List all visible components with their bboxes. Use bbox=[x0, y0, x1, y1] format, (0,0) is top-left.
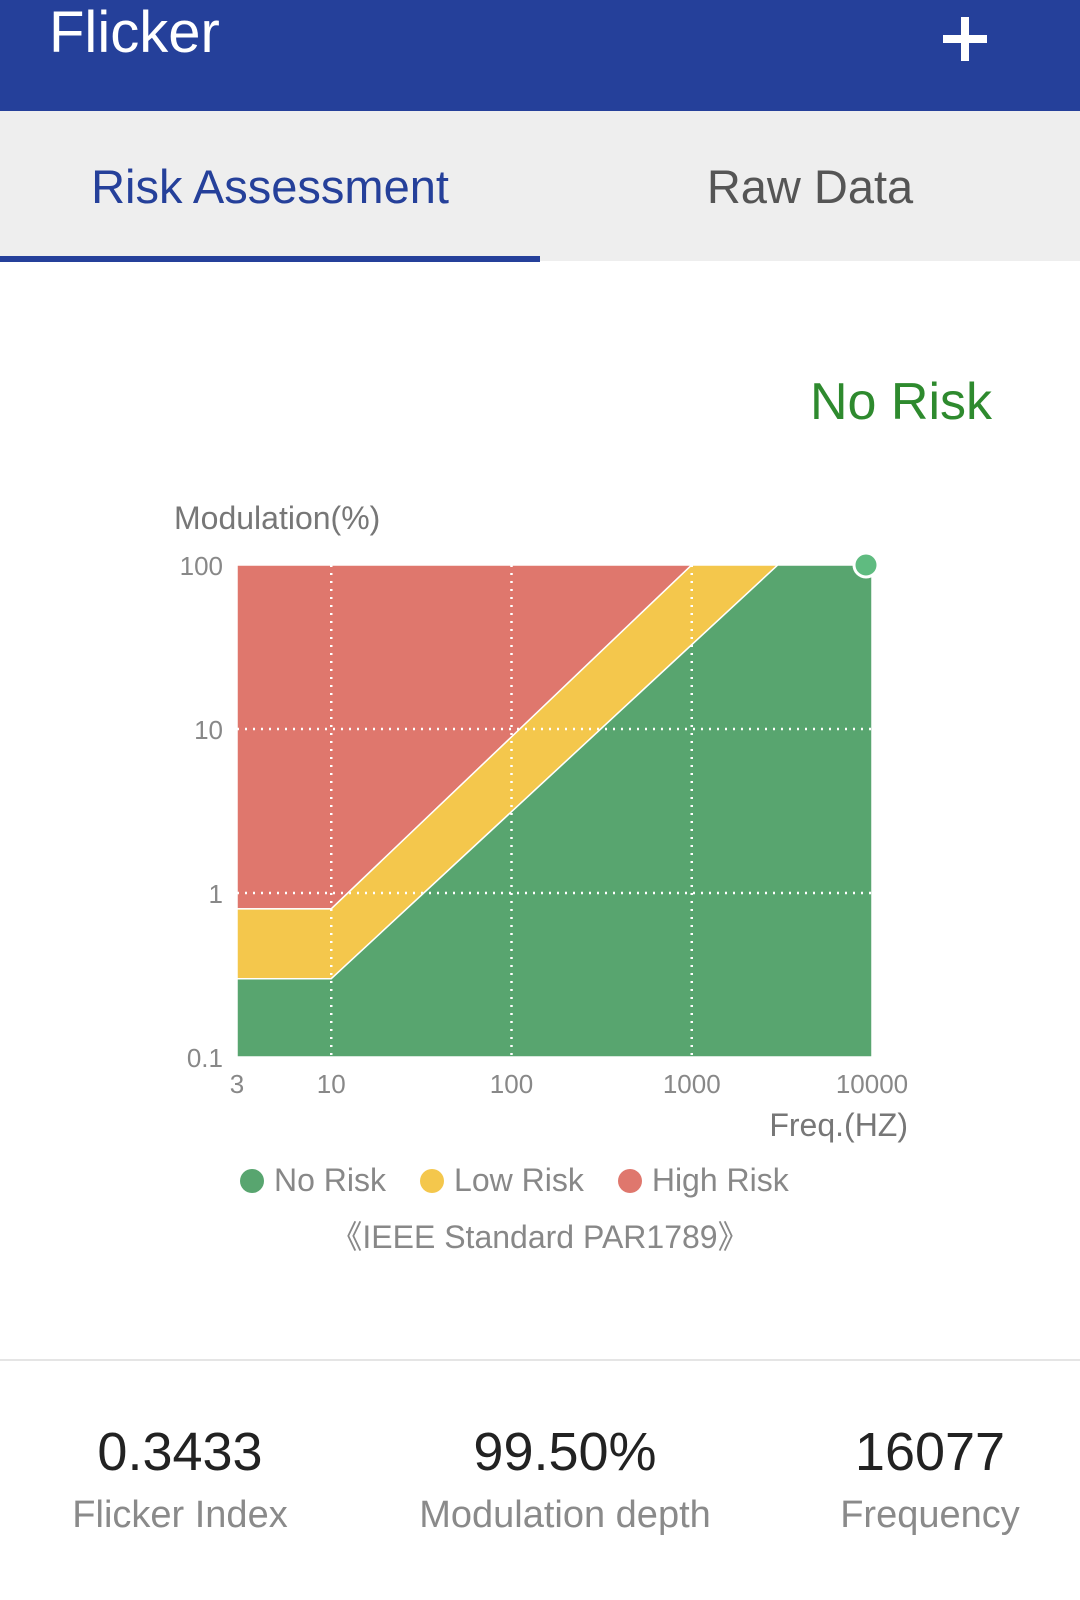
divider bbox=[0, 1359, 1080, 1361]
metric-value: 99.50% bbox=[473, 1422, 657, 1482]
metric-label: Flicker Index bbox=[72, 1494, 288, 1536]
y-axis-label: Modulation(%) bbox=[174, 500, 381, 536]
x-tick-label: 10000 bbox=[836, 1069, 908, 1099]
metric-modulation-depth: 99.50% Modulation depth bbox=[395, 1420, 735, 1537]
flicker-risk-chart: 3 10 100 1000 10000 100 10 1 0.1 bbox=[180, 551, 909, 1099]
tab-raw-data[interactable]: Raw Data bbox=[706, 159, 914, 213]
metric-flicker-index: 0.3433 Flicker Index bbox=[60, 1420, 300, 1537]
plus-icon bbox=[943, 17, 987, 61]
y-tick-label: 100 bbox=[180, 551, 223, 581]
add-button[interactable] bbox=[930, 4, 1000, 74]
x-axis-label: Freq.(HZ) bbox=[769, 1107, 908, 1143]
legend-high-risk: High Risk bbox=[617, 1162, 789, 1199]
legend-label: No Risk bbox=[274, 1162, 387, 1198]
legend-dot bbox=[240, 1168, 264, 1193]
legend-label: Low Risk bbox=[454, 1162, 584, 1198]
metric-value: 16077 bbox=[854, 1422, 1006, 1482]
measurement-point bbox=[852, 551, 880, 579]
y-tick-label: 10 bbox=[194, 715, 223, 745]
metric-frequency: 16077 Frequency bbox=[820, 1420, 1040, 1537]
metric-value: 0.3433 bbox=[97, 1422, 263, 1482]
risk-status: No Risk bbox=[809, 373, 992, 431]
y-tick-label: 0.1 bbox=[187, 1043, 223, 1073]
app-bar: Flicker bbox=[0, 0, 1080, 111]
x-tick-label: 3 bbox=[230, 1069, 244, 1099]
tab-indicator bbox=[0, 256, 540, 262]
standard-reference: 《IEEE Standard PAR1789》 bbox=[330, 1219, 750, 1255]
x-tick-label: 1000 bbox=[663, 1069, 721, 1099]
chart-legend: No Risk Low Risk High Risk bbox=[240, 1162, 789, 1199]
app-title: Flicker bbox=[49, 0, 220, 65]
legend-low-risk: Low Risk bbox=[420, 1162, 584, 1199]
x-tick-label: 10 bbox=[317, 1069, 346, 1099]
metric-label: Frequency bbox=[840, 1494, 1020, 1536]
legend-no-risk: No Risk bbox=[240, 1162, 386, 1199]
legend-label: High Risk bbox=[651, 1162, 789, 1198]
x-tick-label: 100 bbox=[490, 1069, 533, 1099]
metric-label: Modulation depth bbox=[419, 1494, 711, 1536]
legend-dot bbox=[420, 1168, 445, 1193]
tab-risk-assessment[interactable]: Risk Assessment bbox=[91, 159, 449, 213]
legend-dot bbox=[617, 1168, 642, 1193]
tab-bar: Risk Assessment Raw Data bbox=[0, 111, 1080, 261]
y-tick-label: 1 bbox=[209, 879, 223, 909]
